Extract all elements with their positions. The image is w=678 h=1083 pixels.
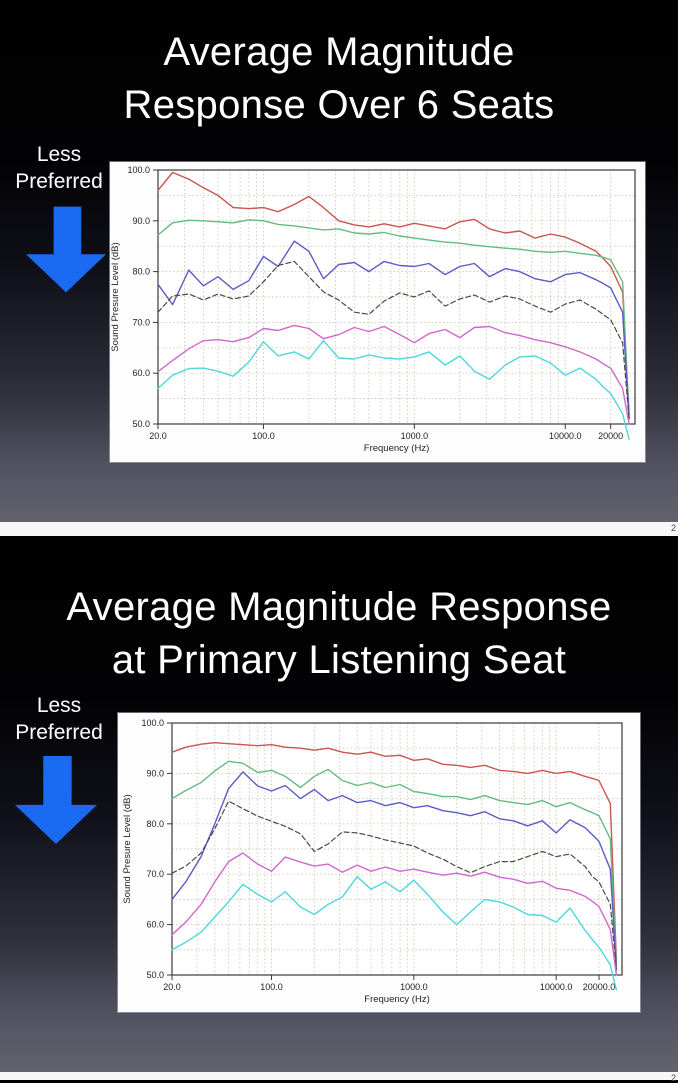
series-magenta [171,852,618,976]
less-preferred-label: Less Preferred [0,692,118,746]
magnitude-response-chart-6-seats: 100.0 90.0 80.0 70.0 60.0 50.0 20.0 100.0 1000.0… [110,162,645,462]
y-axis-tick-label: 90.0 [132,216,150,226]
x-axis-title: Frequency (Hz) [364,994,429,1005]
y-axis-tick-label: 100.0 [141,718,164,728]
slide-separator: 2 [0,1072,678,1083]
frequency-response-plot: 100.0 90.0 80.0 70.0 60.0 50.0 20.0 100.0 1000.0… [110,165,636,454]
y-axis-tick-label: 60.0 [132,368,150,378]
less-preferred-line1: Less [36,694,82,717]
x-axis-tick-label: 20000.0 [583,982,616,992]
y-axis-tick-label: 70.0 [146,869,164,879]
x-axis-tick-label: 10000.0 [549,431,582,441]
y-axis-tick-label: 80.0 [146,819,164,829]
x-axis-tick-label: 1000.0 [400,982,428,992]
series-cyan [171,875,618,991]
down-arrow-shape [26,206,106,293]
series-green [171,760,618,966]
down-arrow-icon [14,756,98,844]
series-red [171,742,618,961]
plot-area [158,170,635,424]
y-axis-tick-label: 60.0 [146,920,164,930]
y-axis-tick-label: 100.0 [127,165,150,175]
page-number: 2 [670,523,676,533]
x-axis-tick-label: 20.0 [149,431,167,441]
slide-title: Average Magnitude Response at Primary Lis… [0,581,678,687]
slide-title-line1: Average Magnitude Response [66,585,612,629]
x-axis-tick-label: 1000.0 [401,431,429,441]
slide-title: Average Magnitude Response Over 6 Seats [0,26,678,132]
magnitude-response-chart-primary-seat: 100.0 90.0 80.0 70.0 60.0 50.0 20.0 100.0 1000.0… [118,713,640,1012]
slide-title-line2: Response Over 6 Seats [123,83,555,127]
slide-title-line2: at Primary Listening Seat [111,638,567,682]
slide-over-6-seats: Average Magnitude Response Over 6 Seats L… [0,0,678,522]
y-axis-title: Sound Presure Level (dB) [122,794,133,903]
x-axis-tick-label: 10000.0 [540,982,573,992]
x-axis-tick-label: 100.0 [252,431,275,441]
series-black-dashed [157,260,630,420]
slide-separator: 2 [0,522,678,536]
y-axis-title: Sound Presure Level (dB) [110,242,121,351]
slide-primary-listening-seat: Average Magnitude Response at Primary Lis… [0,536,678,1072]
frequency-response-plot: 100.0 90.0 80.0 70.0 60.0 50.0 20.0 100.0 1000.0… [122,718,623,1005]
x-axis-title: Frequency (Hz) [364,443,429,454]
down-arrow-icon [26,206,106,293]
y-axis-tick-label: 70.0 [132,317,150,327]
less-preferred-label: Less Preferred [0,141,118,195]
plot-border [157,169,636,425]
series-red [157,171,630,415]
y-axis-tick-label: 50.0 [132,419,150,429]
series-blue [157,240,630,420]
y-axis-tick-label: 80.0 [132,267,150,277]
less-preferred-line2: Preferred [15,170,103,193]
down-arrow-shape [14,756,98,844]
page-number: 2 [670,1073,676,1083]
series-magenta [157,324,630,425]
y-axis-tick-label: 50.0 [146,970,164,980]
slide-title-line1: Average Magnitude [163,30,515,74]
less-preferred-line2: Preferred [15,721,103,744]
series-blue [171,771,618,971]
series-black-dashed [171,800,617,971]
series-cyan [157,339,630,440]
x-axis-tick-label: 20000 [598,431,623,441]
plot-border [171,722,623,976]
x-axis-tick-label: 20.0 [163,982,181,992]
series-green [157,219,630,420]
x-axis-tick-label: 100.0 [260,982,283,992]
y-axis-tick-label: 90.0 [146,768,164,778]
less-preferred-line1: Less [36,143,82,166]
